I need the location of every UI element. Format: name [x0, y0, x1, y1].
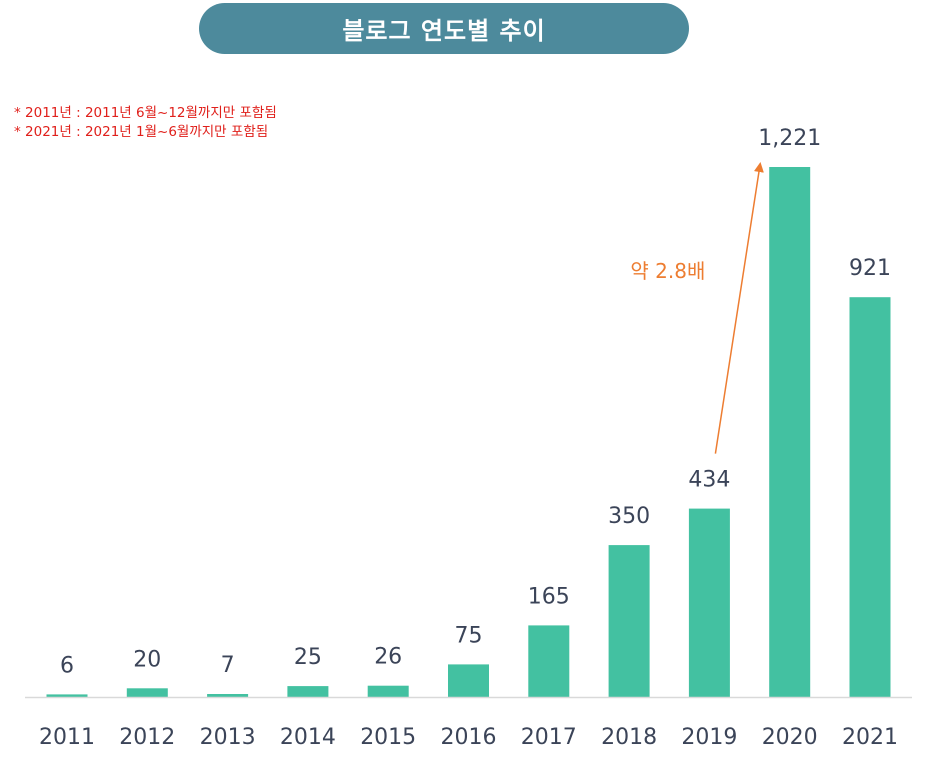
value-label-2018: 350	[608, 504, 650, 529]
bars	[46, 167, 891, 697]
bar-2015	[367, 685, 409, 697]
bar-2012	[126, 688, 168, 697]
bar-2013	[207, 694, 249, 697]
note-2011: * 2011년 : 2011년 6월~12월까지만 포함됨	[14, 105, 277, 121]
x-tick-2019: 2019	[681, 725, 737, 750]
bar-2014	[287, 686, 329, 697]
growth-annotation-label: 약 2.8배	[630, 259, 705, 283]
bar-2019	[688, 508, 730, 697]
x-tick-2011: 2011	[39, 725, 95, 750]
bar-2018	[608, 545, 650, 697]
x-tick-2012: 2012	[119, 725, 175, 750]
x-tick-2021: 2021	[842, 725, 898, 750]
growth-arrow	[714, 162, 764, 454]
value-label-2019: 434	[688, 468, 730, 493]
footnotes: * 2011년 : 2011년 6월~12월까지만 포함됨 * 2021년 : …	[14, 104, 277, 142]
x-tick-2014: 2014	[280, 725, 336, 750]
bar-2017	[528, 625, 570, 697]
x-tick-2018: 2018	[601, 725, 657, 750]
bar-2020	[769, 167, 811, 697]
value-label-2020: 1,221	[758, 126, 821, 151]
value-label-2011: 6	[60, 653, 74, 678]
x-tick-2013: 2013	[200, 725, 256, 750]
value-label-2013: 7	[221, 653, 235, 678]
value-label-2021: 921	[849, 256, 891, 281]
value-label-2016: 75	[455, 623, 483, 648]
bar-2011	[46, 694, 88, 697]
value-labels: 6 20 7 25 26 75 165 350 434 1,221 921	[60, 126, 891, 678]
growth-annotation: 약 2.8배	[630, 162, 764, 454]
x-tick-labels: 2011 2012 2013 2014 2015 2016 2017 2018 2019 2020…	[39, 725, 898, 750]
x-tick-2017: 2017	[521, 725, 577, 750]
note-2021: * 2021년 : 2021년 1월~6월까지만 포함됨	[14, 124, 269, 140]
bar-2021	[849, 297, 891, 697]
value-label-2017: 165	[528, 584, 570, 609]
x-tick-2015: 2015	[360, 725, 416, 750]
bar-2016	[448, 664, 489, 697]
x-tick-2016: 2016	[441, 725, 497, 750]
chart-title: 블로그 연도별 추이	[199, 3, 689, 54]
value-label-2015: 26	[374, 645, 402, 670]
value-label-2014: 25	[294, 645, 322, 670]
x-tick-2020: 2020	[762, 725, 818, 750]
value-label-2012: 20	[133, 647, 161, 672]
